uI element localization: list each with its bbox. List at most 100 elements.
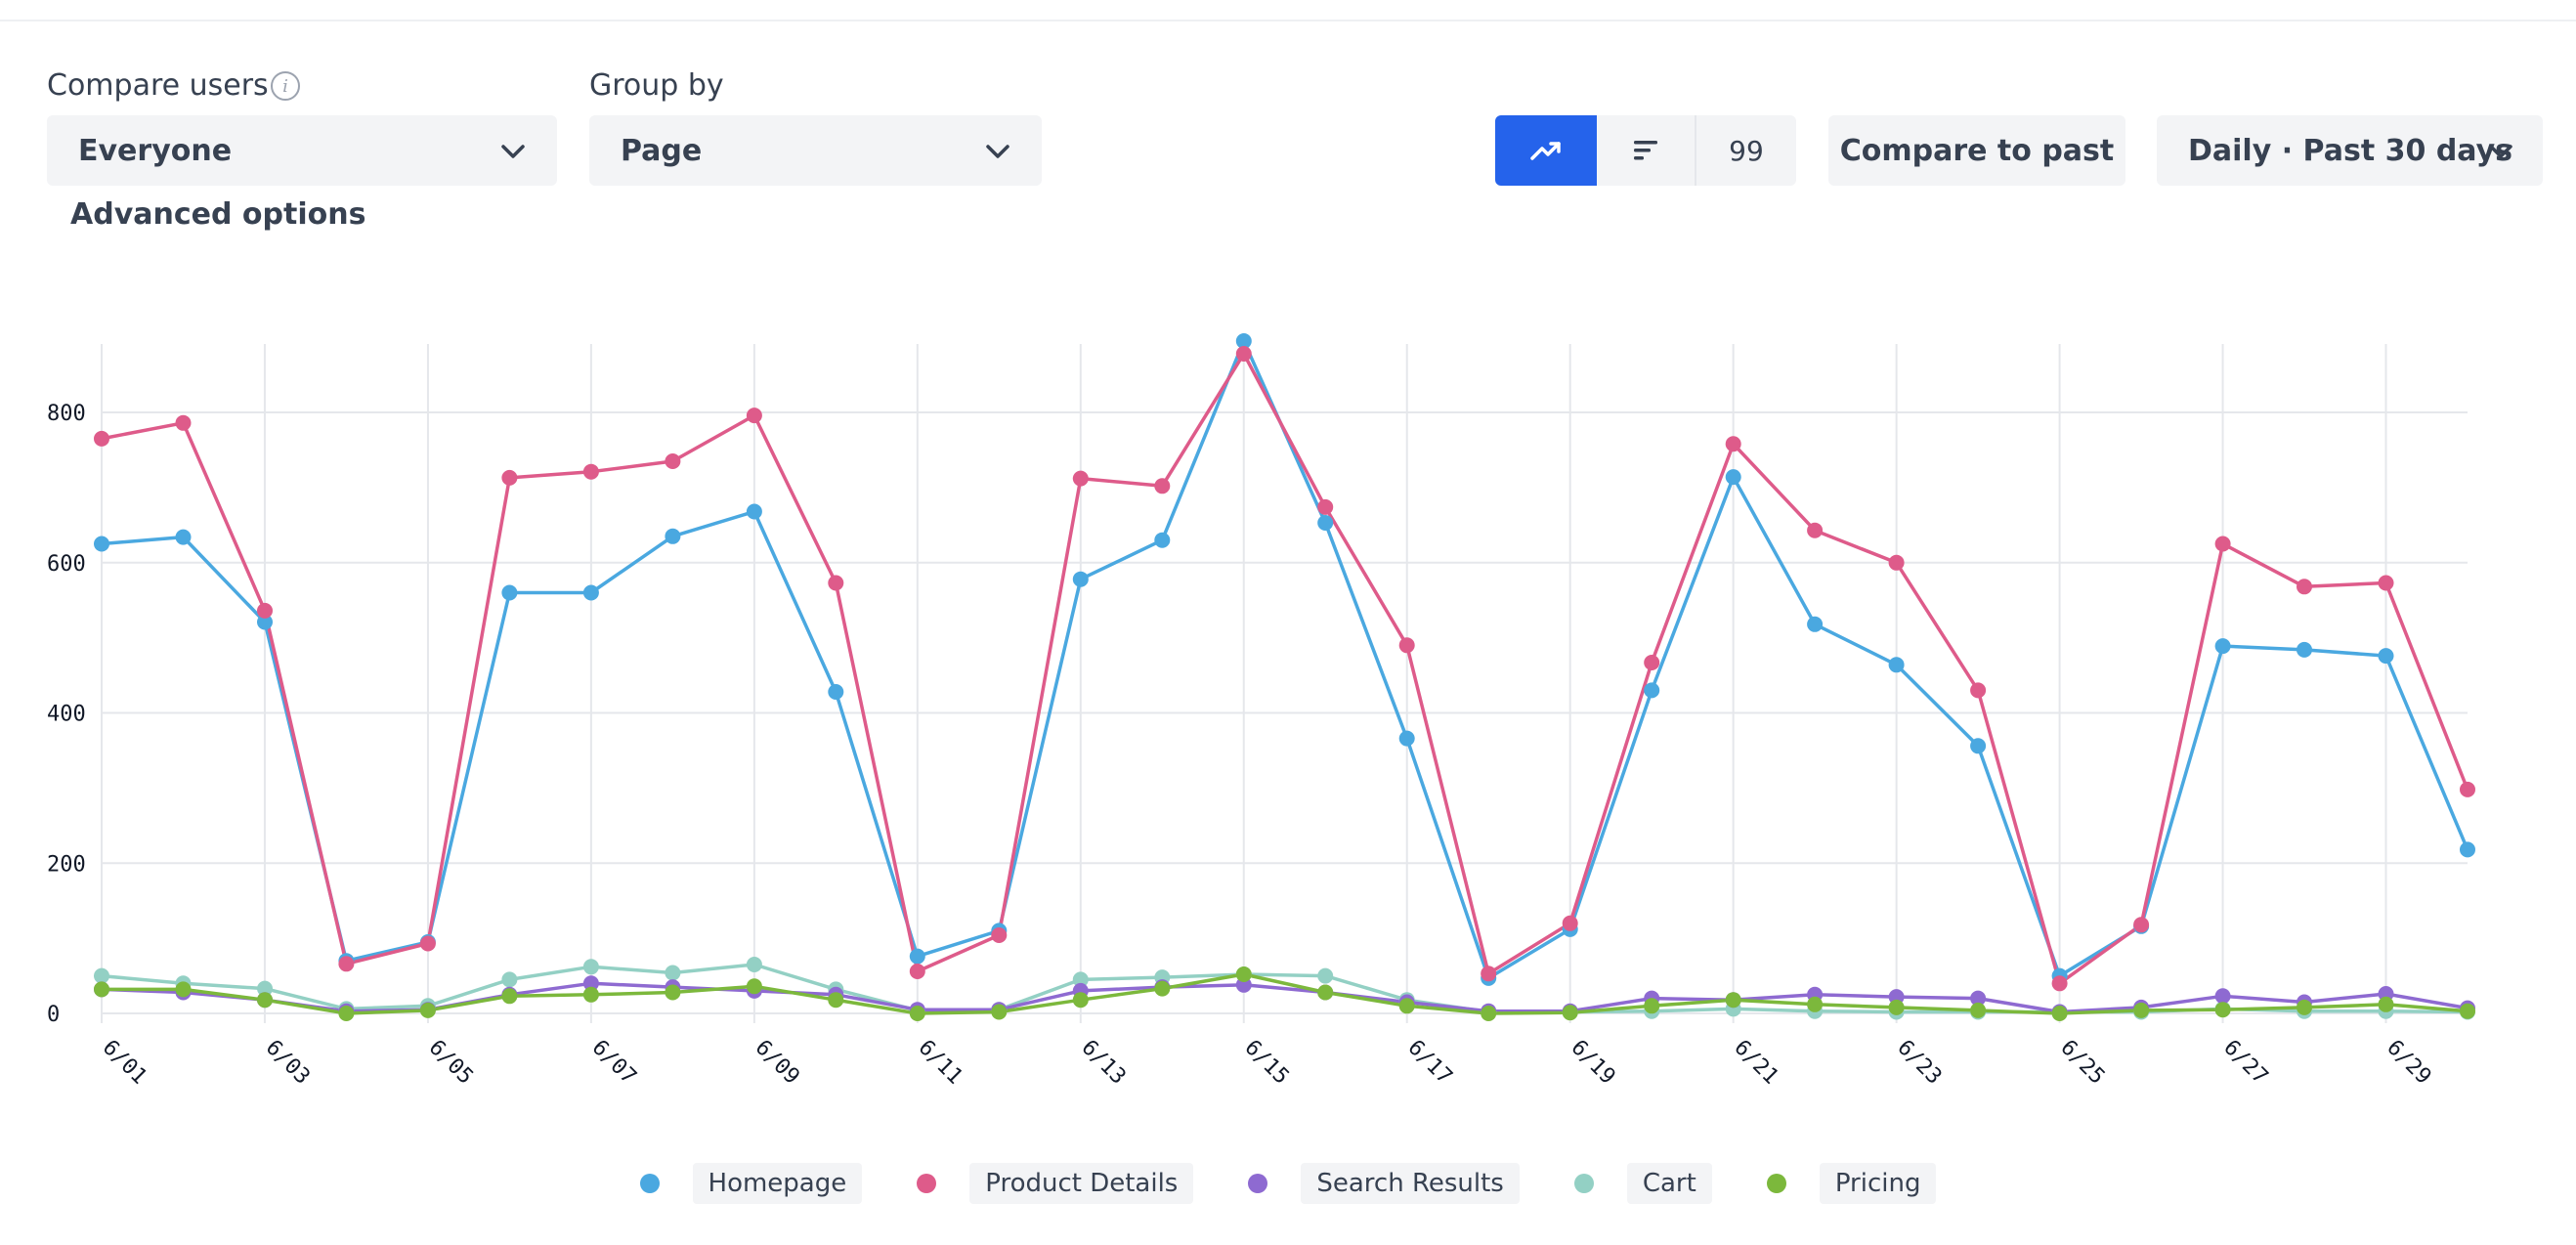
data-point-product-details	[2214, 536, 2231, 552]
data-point-cart	[746, 957, 762, 972]
data-point-product-details	[94, 430, 109, 447]
data-point-pricing	[665, 984, 681, 1001]
data-point-homepage	[1154, 532, 1171, 548]
chevron-down-icon	[501, 145, 525, 158]
data-point-pricing	[175, 981, 192, 998]
data-point-pricing	[2133, 1002, 2150, 1018]
group-by-select[interactable]: Page	[589, 115, 1042, 186]
x-tick-label: 6/27	[2218, 1036, 2272, 1090]
data-point-homepage	[909, 948, 925, 965]
data-point-pricing	[2051, 1006, 2068, 1021]
data-point-pricing	[991, 1004, 1008, 1020]
data-point-pricing	[1888, 999, 1905, 1015]
y-axis-ticks: 0 200 400 600 800	[47, 402, 86, 1027]
compare-users-label: Compare users	[47, 68, 269, 103]
compare-users-value: Everyone	[78, 133, 233, 168]
data-point-homepage	[175, 529, 192, 545]
data-point-pricing	[582, 986, 599, 1003]
info-icon[interactable]: i	[271, 71, 300, 101]
x-tick-label: 6/29	[2382, 1036, 2435, 1090]
data-point-homepage	[1235, 333, 1252, 349]
data-point-homepage	[1725, 469, 1741, 486]
x-tick-label: 6/23	[1892, 1036, 1946, 1090]
x-tick-label: 6/17	[1402, 1036, 1456, 1090]
legend-swatch	[917, 1174, 937, 1193]
data-point-homepage	[2297, 641, 2312, 658]
advanced-options-link[interactable]: Advanced options	[70, 197, 366, 232]
y-tick-label: 800	[47, 402, 86, 426]
trending-up-icon	[1530, 142, 1561, 160]
data-point-homepage	[746, 503, 762, 520]
data-point-product-details	[909, 964, 925, 979]
compare-to-past-button[interactable]: Compare to past	[1828, 115, 2125, 186]
data-point-homepage	[1970, 738, 1987, 754]
data-point-homepage	[1888, 657, 1905, 673]
series-line-homepage	[101, 339, 2469, 980]
data-point-product-details	[2460, 781, 2475, 797]
legend-item-pricing[interactable]: Pricing	[1766, 1163, 1937, 1204]
data-point-product-details	[1807, 522, 1824, 538]
data-point-product-details	[1154, 478, 1171, 494]
data-point-pricing	[338, 1006, 355, 1021]
data-point-homepage	[501, 584, 518, 601]
legend-label: Search Results	[1301, 1163, 1520, 1204]
data-point-homepage	[1072, 571, 1089, 587]
data-point-pricing	[1317, 984, 1334, 1001]
data-point-pricing	[1072, 992, 1089, 1009]
chart-grid	[101, 344, 2468, 1023]
data-point-homepage	[2460, 841, 2475, 858]
data-point-homepage	[1398, 730, 1415, 747]
data-point-homepage	[94, 536, 109, 552]
legend-swatch	[1573, 1174, 1594, 1193]
series-line-product-details	[101, 352, 2469, 986]
data-point-homepage	[2214, 638, 2231, 655]
x-tick-label: 6/07	[587, 1036, 641, 1090]
legend-swatch	[1766, 1174, 1786, 1193]
data-point-pricing	[2460, 1003, 2475, 1019]
legend-label: Cart	[1626, 1163, 1712, 1204]
data-point-pricing	[419, 1002, 436, 1018]
data-point-product-details	[2378, 575, 2394, 591]
x-tick-label: 6/11	[914, 1036, 967, 1090]
limit-count-field[interactable]: 99	[1696, 115, 1796, 186]
chart-legend: Homepage Product Details Search Results Car…	[0, 1163, 2576, 1204]
data-point-pricing	[746, 978, 762, 995]
x-tick-label: 6/25	[2055, 1036, 2109, 1090]
data-point-product-details	[1235, 346, 1252, 362]
data-point-product-details	[828, 575, 844, 591]
group-by-label: Group by	[589, 68, 724, 103]
x-tick-label: 6/09	[751, 1036, 804, 1090]
data-point-cart	[501, 971, 518, 988]
line-chart-button[interactable]	[1495, 115, 1597, 186]
x-tick-label: 6/13	[1077, 1036, 1131, 1090]
y-tick-label: 200	[47, 852, 86, 877]
data-point-pricing	[501, 988, 518, 1005]
data-point-product-details	[1562, 915, 1578, 931]
y-tick-label: 0	[47, 1003, 60, 1027]
data-point-homepage	[2378, 648, 2394, 665]
data-point-pricing	[1398, 998, 1415, 1014]
date-range-select[interactable]: Daily · Past 30 days	[2157, 115, 2543, 186]
data-point-product-details	[257, 602, 273, 619]
data-point-homepage	[1644, 682, 1660, 699]
data-point-search-results	[1970, 990, 1987, 1007]
chart-type-toggle: 99	[1495, 115, 1796, 186]
x-tick-label: 6/03	[261, 1036, 315, 1090]
date-range-value: Daily · Past 30 days	[2188, 133, 2513, 168]
data-point-product-details	[1644, 655, 1660, 670]
data-point-pricing	[909, 1006, 925, 1021]
legend-item-search-results[interactable]: Search Results	[1248, 1163, 1520, 1204]
data-point-product-details	[1725, 436, 1741, 452]
chevron-down-icon	[2489, 145, 2512, 158]
legend-item-cart[interactable]: Cart	[1573, 1163, 1712, 1204]
legend-item-product-details[interactable]: Product Details	[917, 1163, 1194, 1204]
legend-item-homepage[interactable]: Homepage	[639, 1163, 863, 1204]
bar-chart-button[interactable]	[1597, 115, 1696, 186]
compare-users-select[interactable]: Everyone	[47, 115, 557, 186]
data-point-product-details	[1970, 682, 1987, 699]
legend-label: Product Details	[969, 1163, 1194, 1204]
data-point-pricing	[1725, 992, 1741, 1009]
data-point-homepage	[1317, 515, 1334, 531]
data-point-product-details	[175, 414, 192, 431]
data-point-product-details	[1072, 470, 1089, 487]
